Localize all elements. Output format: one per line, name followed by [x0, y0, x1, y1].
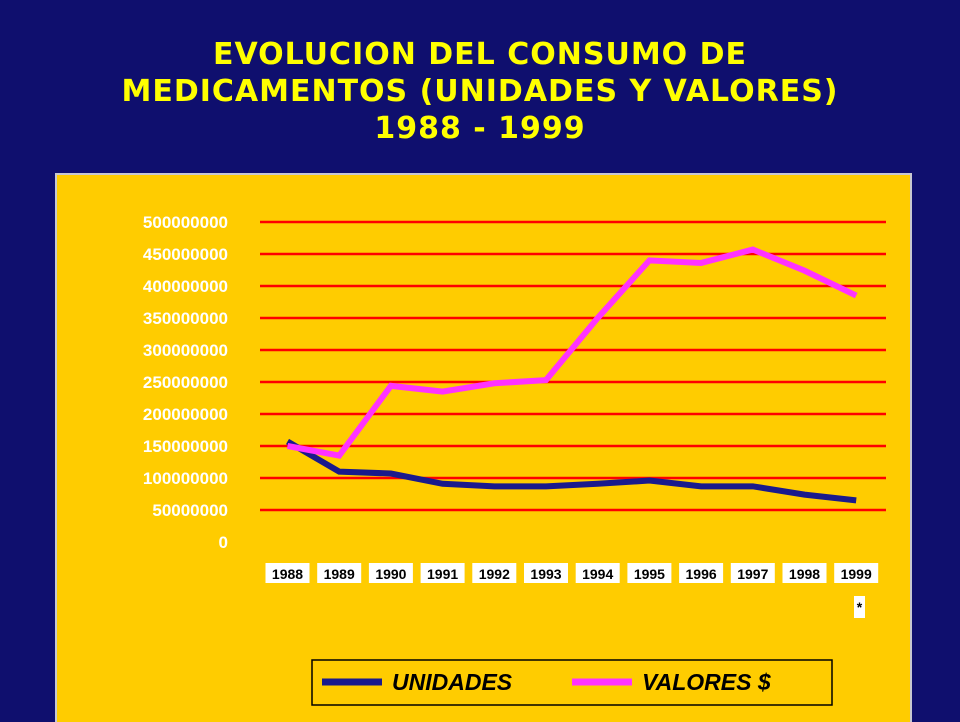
y-tick-label: 150000000: [143, 437, 228, 456]
y-tick-label: 500000000: [143, 213, 228, 232]
x-tick-label: 1991: [427, 566, 458, 582]
legend-label-valores: VALORES $: [642, 669, 771, 695]
x-tick-label: 1993: [530, 566, 561, 582]
series-line-unidades: [288, 442, 857, 501]
annotation-star: *: [857, 599, 863, 615]
legend: UNIDADES VALORES $: [312, 660, 832, 705]
x-tick-label: 1999: [841, 566, 872, 582]
x-tick-label: 1995: [634, 566, 665, 582]
y-tick-label: 200000000: [143, 405, 228, 424]
x-tick-label: 1997: [737, 566, 768, 582]
x-tick-label: 1988: [272, 566, 303, 582]
x-tick-label: 1989: [324, 566, 355, 582]
y-tick-label: 400000000: [143, 277, 228, 296]
y-tick-label: 350000000: [143, 309, 228, 328]
y-tick-label: 250000000: [143, 373, 228, 392]
series-line-valores: [288, 250, 857, 456]
y-tick-label: 0: [219, 533, 228, 552]
x-tick-label: 1994: [582, 566, 613, 582]
x-tick-label: 1996: [686, 566, 717, 582]
x-tick-label: 1992: [479, 566, 510, 582]
legend-label-unidades: UNIDADES: [392, 669, 513, 695]
y-tick-label: 450000000: [143, 245, 228, 264]
x-tick-label: 1998: [789, 566, 820, 582]
y-tick-label: 300000000: [143, 341, 228, 360]
y-axis-ticks: 5000000004500000004000000003500000003000…: [143, 213, 228, 552]
annotation-star-box: *: [854, 596, 865, 618]
y-tick-label: 100000000: [143, 469, 228, 488]
y-tick-label: 50000000: [152, 501, 228, 520]
x-axis-ticks: 1988 1989 1990 1991 1992 1993 1994 1995 1996 1997…: [266, 563, 879, 583]
x-tick-label: 1990: [375, 566, 406, 582]
